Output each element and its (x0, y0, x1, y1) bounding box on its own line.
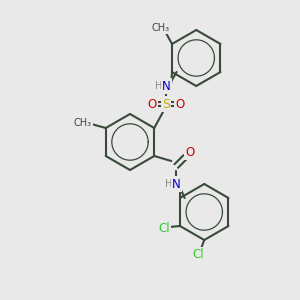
Text: S: S (162, 98, 170, 110)
Text: O: O (176, 98, 185, 110)
Text: O: O (148, 98, 157, 110)
Text: N: N (162, 80, 171, 92)
Text: O: O (186, 146, 195, 158)
Text: Cl: Cl (192, 248, 204, 262)
Text: H: H (154, 81, 162, 91)
Text: N: N (172, 178, 181, 190)
Text: CH₃: CH₃ (74, 118, 92, 128)
Text: H: H (165, 179, 172, 189)
Text: CH₃: CH₃ (152, 23, 170, 33)
Text: Cl: Cl (158, 221, 170, 235)
